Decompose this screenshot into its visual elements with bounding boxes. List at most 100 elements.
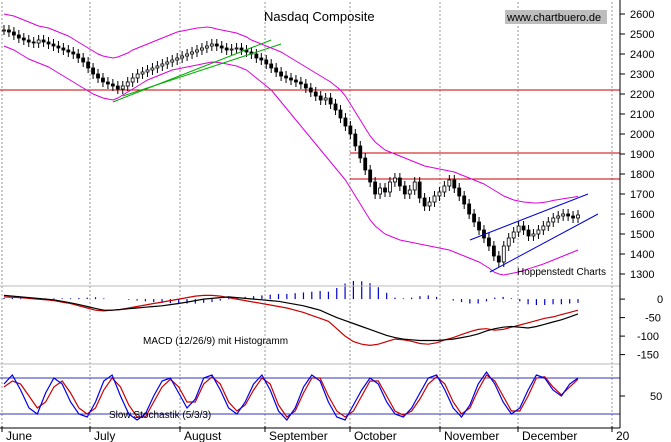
price-candle-28 [135, 73, 140, 79]
price-candle-92 [452, 179, 457, 189]
price-candle-13 [61, 47, 66, 51]
price-candle-62 [303, 83, 308, 89]
price-candle-95 [467, 203, 472, 215]
price-candle-29 [140, 71, 145, 75]
price-candle-102 [501, 245, 506, 263]
price-candle-113 [556, 215, 561, 219]
price-candle-2 [7, 29, 11, 33]
price-ytick-label-12: 2400 [630, 49, 654, 61]
chart-title: Nasdaq Composite [264, 9, 375, 24]
price-candle-24 [115, 85, 120, 90]
price-ytick-label-8: 2000 [630, 129, 654, 141]
price-candle-6 [26, 39, 31, 43]
price-candle-64 [313, 91, 318, 97]
price-candle-100 [491, 245, 496, 257]
source-label-bg [505, 10, 607, 24]
price-candle-40 [195, 49, 199, 53]
price-candle-52 [254, 53, 259, 59]
price-candle-10 [46, 41, 51, 45]
price-candle-33 [160, 63, 165, 67]
price-candle-25 [120, 85, 125, 90]
month-label-8: 20 [616, 429, 630, 442]
price-candle-19 [91, 67, 95, 75]
price-candle-63 [308, 87, 313, 93]
price-candle-53 [259, 57, 264, 61]
price-ytick-label-7: 1900 [630, 149, 654, 161]
price-candle-83 [407, 189, 412, 195]
price-candle-26 [125, 81, 130, 87]
price-candle-78 [383, 187, 387, 193]
price-candle-68 [333, 103, 338, 111]
price-candle-14 [66, 49, 71, 53]
price-candle-74 [363, 157, 368, 171]
price-candle-32 [155, 65, 160, 69]
macd-ytick-label-4: -150 [637, 350, 659, 362]
price-candle-70 [343, 117, 348, 127]
price-candle-81 [397, 177, 402, 187]
price-candle-59 [289, 77, 293, 81]
price-candle-114 [561, 213, 566, 217]
price-candle-108 [531, 233, 536, 237]
price-candle-111 [546, 221, 551, 227]
price-ytick-label-4: 1600 [630, 209, 654, 221]
price-candle-20 [96, 73, 100, 79]
price-candle-72 [353, 133, 358, 147]
price-candle-11 [51, 43, 56, 47]
price-candle-39 [190, 51, 194, 55]
price-candle-46 [224, 47, 229, 51]
macd-ytick-label-1: 0 [657, 294, 663, 306]
price-candle-37 [180, 55, 185, 59]
month-label-1: June [6, 429, 32, 442]
price-candle-3 [11, 31, 16, 36]
price-ytick-label-6: 1800 [630, 169, 654, 181]
price-candle-99 [487, 237, 491, 247]
month-label-3: August [184, 429, 222, 442]
price-candle-79 [388, 181, 392, 193]
price-candle-104 [511, 231, 516, 239]
price-candle-47 [229, 48, 234, 51]
price-candle-9 [41, 39, 46, 43]
price-candle-116 [571, 215, 575, 219]
price-candle-76 [373, 181, 378, 195]
month-label-2: July [94, 429, 115, 442]
price-candle-61 [298, 81, 303, 85]
price-candle-97 [477, 221, 481, 231]
macd-line [3, 294, 579, 342]
price-candle-27 [130, 77, 135, 83]
price-candle-7 [31, 41, 36, 44]
price-candle-31 [150, 67, 155, 71]
price-candle-1 [2, 29, 6, 32]
macd-title: MACD (12/26/9) mit Histogramm [143, 336, 288, 347]
month-label-5: October [354, 429, 397, 442]
price-candle-42 [204, 45, 209, 49]
source-label: www.chartbuero.de [506, 12, 601, 24]
price-candle-17 [81, 57, 86, 63]
stochastic-title: Slow Stochastik (5/3/3) [109, 410, 211, 421]
trend-line-green-1 [112, 39, 272, 103]
macd-panel [3, 280, 579, 347]
price-candle-30 [145, 69, 150, 73]
price-candle-65 [318, 95, 323, 101]
price-candle-15 [71, 51, 76, 55]
price-ytick-label-13: 2500 [630, 29, 654, 41]
price-candle-105 [516, 225, 521, 233]
price-candle-54 [264, 59, 269, 65]
month-label-4: September [269, 429, 328, 442]
price-candle-88 [432, 195, 437, 203]
macd-signal-line [3, 294, 579, 347]
month-label-7: December [522, 429, 577, 442]
price-candle-69 [338, 109, 343, 119]
price-ytick-label-3: 1500 [630, 229, 654, 241]
price-candle-60 [294, 79, 298, 83]
price-candle-112 [551, 217, 556, 223]
price-candle-91 [447, 179, 452, 187]
price-candle-117 [576, 214, 580, 219]
channel-upper-line [469, 193, 589, 241]
price-candle-106 [521, 225, 526, 231]
price-candle-75 [368, 169, 373, 183]
price-ytick-label-14: 2600 [630, 9, 654, 21]
price-candle-67 [328, 97, 333, 105]
price-ytick-label-10: 2200 [630, 89, 654, 101]
